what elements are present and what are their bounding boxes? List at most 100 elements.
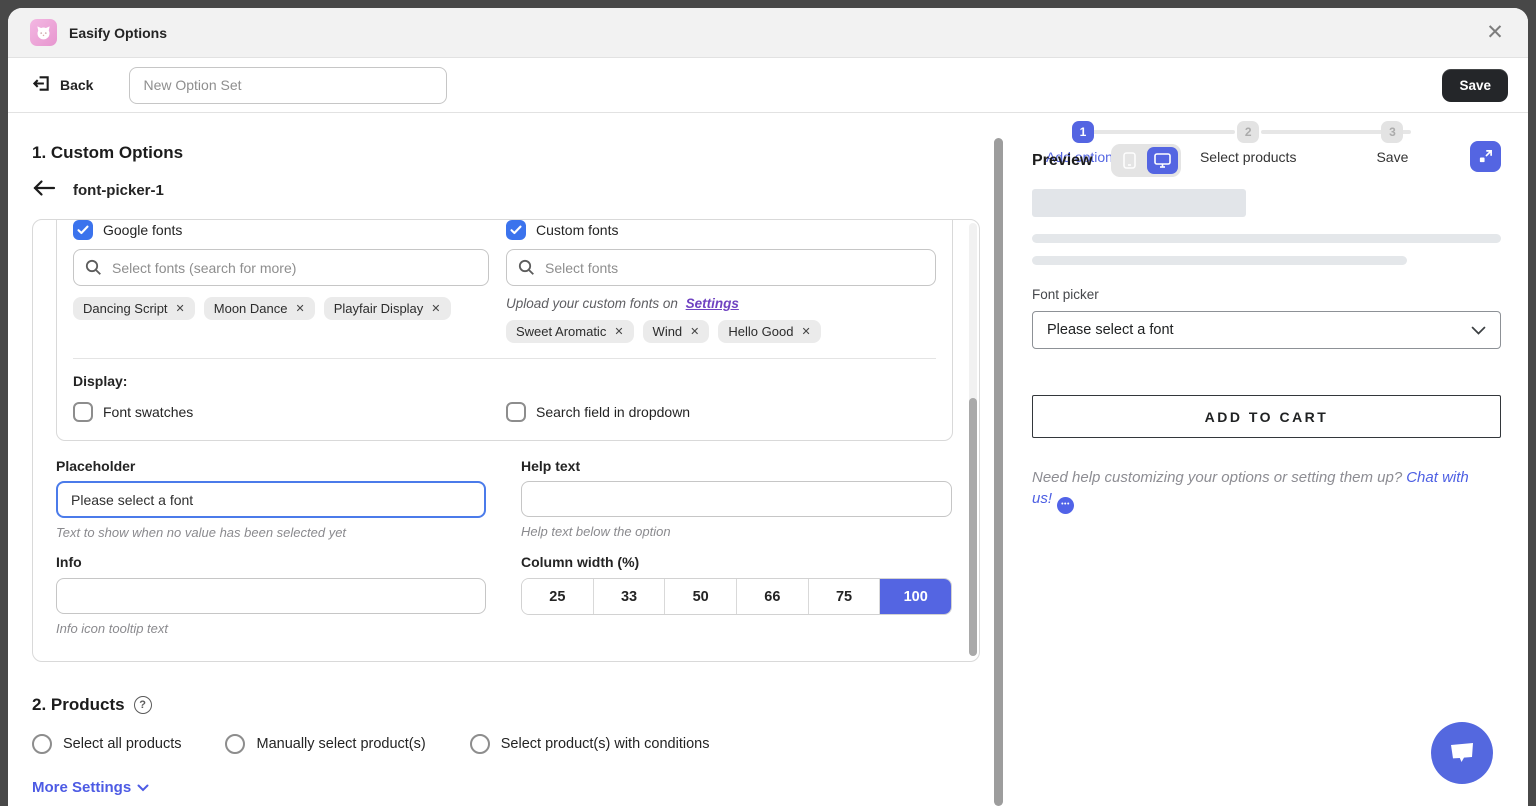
remove-tag-icon[interactable]: ✕	[614, 326, 624, 338]
close-icon[interactable]: ✕	[1486, 21, 1504, 44]
step-badge-2: 2	[1237, 121, 1260, 143]
preview-title: Preview	[1032, 151, 1093, 169]
help-blurb-text: Need help customizing your options or se…	[1032, 469, 1403, 486]
step-save[interactable]: 3 Save	[1376, 121, 1408, 165]
column-width-option-66[interactable]: 66	[737, 579, 809, 614]
column-width-option-75[interactable]: 75	[808, 579, 881, 614]
products-title: 2. Products	[32, 695, 125, 714]
font-tag: Wind ✕	[642, 320, 710, 343]
radio-label: Select product(s) with conditions	[500, 736, 710, 752]
google-fonts-checkbox-row[interactable]: Google fonts	[73, 220, 489, 240]
remove-tag-icon[interactable]: ✕	[431, 303, 441, 315]
search-icon	[518, 259, 534, 275]
step-add-options[interactable]: 1 Add options	[1046, 121, 1120, 165]
column-width-option-33[interactable]: 33	[593, 579, 666, 614]
help-question-icon[interactable]: ?	[133, 696, 152, 714]
upload-fonts-hint: Upload your custom fonts on Settings	[506, 296, 936, 311]
back-arrow-icon[interactable]	[32, 179, 56, 202]
column-width-option-100[interactable]: 100	[880, 579, 951, 614]
font-tag-label: Moon Dance	[213, 301, 288, 316]
chat-with-us-link[interactable]: Chat with us!	[1032, 469, 1469, 508]
remove-tag-icon[interactable]: ✕	[690, 326, 700, 338]
custom-fonts-checkbox-row[interactable]: Custom fonts	[506, 220, 936, 240]
radio-icon[interactable]	[225, 734, 246, 754]
placeholder-label: Placeholder	[56, 458, 136, 474]
info-field-group: Info Info icon tooltip text	[56, 540, 486, 636]
radio-manually-select[interactable]: Manually select product(s)	[225, 734, 426, 754]
card-scrollbar-thumb[interactable]	[969, 398, 977, 656]
font-tag: Sweet Aromatic ✕	[506, 320, 634, 343]
checkbox-checked-icon[interactable]	[73, 220, 93, 240]
chat-fab-button[interactable]	[1431, 722, 1493, 784]
remove-tag-icon[interactable]: ✕	[175, 303, 185, 315]
settings-link[interactable]: Settings	[685, 296, 739, 311]
checkbox-checked-icon[interactable]	[506, 220, 526, 240]
radio-icon[interactable]	[32, 734, 52, 754]
preview-pane: Preview Font pi	[1006, 113, 1528, 806]
custom-fonts-column: Custom fonts Upload your custom fonts on…	[506, 220, 936, 343]
back-exit-icon	[32, 74, 51, 96]
chevron-down-icon	[1471, 326, 1486, 335]
placeholder-field-group: Placeholder Text to show when no value h…	[56, 441, 486, 540]
save-button[interactable]: Save	[1442, 69, 1508, 102]
divider	[73, 358, 936, 359]
add-to-cart-button[interactable]: ADD TO CART	[1032, 395, 1501, 438]
preview-skeleton-bar	[1032, 256, 1407, 265]
google-fonts-search	[73, 249, 489, 286]
checkbox-unchecked-icon[interactable]	[73, 402, 93, 422]
remove-tag-icon[interactable]: ✕	[295, 303, 305, 315]
help-text-field-group: Help text Help text below the option	[521, 441, 952, 540]
column-width-option-25[interactable]: 25	[522, 579, 594, 614]
main-scrollbar-thumb[interactable]	[994, 138, 1003, 806]
info-input[interactable]	[56, 578, 486, 614]
back-button[interactable]: Back	[32, 74, 93, 96]
font-tag: Dancing Script ✕	[73, 297, 195, 320]
help-text-input[interactable]	[521, 481, 952, 517]
preview-skeleton-bar	[1032, 234, 1501, 243]
google-fonts-label: Google fonts	[103, 222, 183, 238]
easify-app-icon	[30, 19, 57, 46]
custom-fonts-search-input[interactable]	[506, 249, 936, 286]
modal-header: Easify Options ✕	[8, 8, 1528, 58]
search-field-label: Search field in dropdown	[536, 404, 691, 420]
column-width-option-50[interactable]: 50	[665, 579, 738, 614]
custom-fonts-search	[506, 249, 936, 286]
info-label: Info	[56, 554, 82, 570]
more-settings-label: More Settings	[32, 779, 132, 796]
step-badge-3: 3	[1381, 121, 1404, 143]
mobile-icon	[1123, 152, 1137, 169]
desktop-preview-button[interactable]	[1147, 147, 1179, 174]
font-picker-select[interactable]: Please select a font	[1032, 311, 1501, 349]
radio-label: Manually select product(s)	[256, 736, 426, 752]
upload-hint-text: Upload your custom fonts on	[506, 296, 678, 311]
font-tag-label: Dancing Script	[83, 301, 168, 316]
easify-options-modal: Easify Options ✕ Back 1 Add optio	[8, 8, 1528, 806]
option-name: font-picker-1	[73, 182, 164, 199]
mobile-preview-button[interactable]	[1114, 147, 1145, 174]
remove-tag-icon[interactable]: ✕	[801, 326, 811, 338]
checkbox-unchecked-icon[interactable]	[506, 402, 526, 422]
search-field-checkbox-row[interactable]: Search field in dropdown	[506, 402, 936, 422]
radio-select-all-products[interactable]: Select all products	[32, 734, 181, 754]
font-tag-label: Wind	[652, 324, 683, 339]
radio-icon[interactable]	[469, 734, 490, 754]
step-badge-1: 1	[1071, 121, 1094, 143]
placeholder-helper: Text to show when no value has been sele…	[56, 525, 347, 540]
option-set-name-input[interactable]	[129, 66, 448, 104]
step-connector	[1084, 130, 1235, 134]
preview-header: Preview	[1032, 141, 1501, 177]
search-icon	[85, 259, 101, 275]
chat-bubble-mini-icon: •••	[1057, 496, 1075, 514]
font-swatches-checkbox-row[interactable]: Font swatches	[73, 402, 489, 422]
more-settings-link[interactable]: More Settings	[32, 779, 988, 796]
radio-select-with-conditions[interactable]: Select product(s) with conditions	[469, 734, 710, 754]
step-label-2: Select products	[1199, 149, 1297, 165]
font-tag-label: Sweet Aromatic	[516, 324, 607, 339]
google-fonts-search-input[interactable]	[73, 249, 489, 286]
toolbar: Back 1 Add options 2 Select products 3 S…	[8, 58, 1528, 165]
expand-preview-button[interactable]	[1470, 141, 1501, 172]
step-select-products[interactable]: 2 Select products	[1199, 121, 1297, 165]
placeholder-input[interactable]	[56, 481, 486, 518]
google-fonts-column: Google fonts Dancing Script ✕ Moon Dance ✕	[73, 220, 489, 343]
font-swatches-label: Font swatches	[103, 404, 194, 420]
